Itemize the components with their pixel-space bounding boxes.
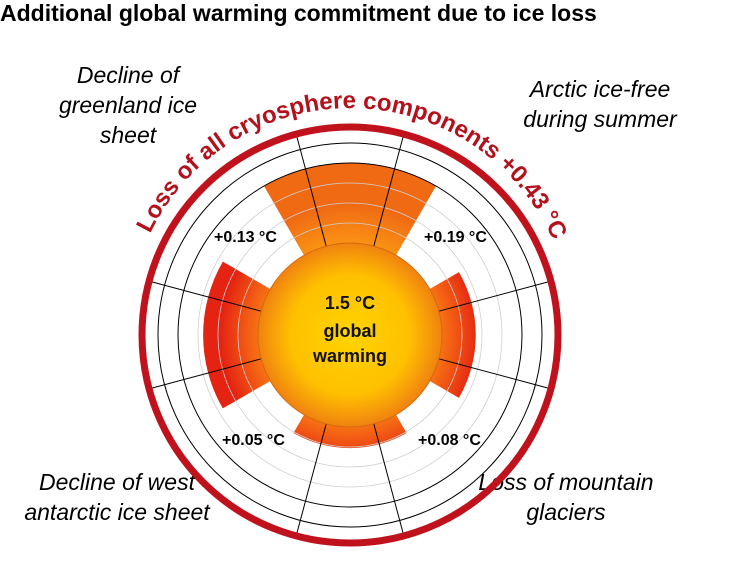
center-disc [257, 242, 443, 428]
grid-circle [217, 202, 483, 468]
sector-divider [295, 423, 327, 537]
wedge-greenland [203, 261, 273, 409]
label-arctic-ice-free: Arctic ice-free during summer [523, 76, 677, 132]
label-west-antarctic-ice-sheet: Decline of west antarctic ice sheet [24, 469, 210, 525]
grid-circle [237, 222, 463, 448]
wedge-arctic [263, 162, 437, 258]
label-greenland-ice-sheet: Decline of greenland ice sheet [58, 62, 198, 148]
grid-circle [157, 142, 543, 528]
sector-divider [148, 280, 262, 312]
center-label-warming: warming [312, 346, 387, 366]
value-label-arctic: +0.19 °C [424, 229, 487, 246]
chart-title: Additional global warming commitment due… [0, 0, 597, 26]
outer-ring [138, 123, 562, 547]
grid-circle [197, 182, 503, 488]
value-label-west-antarctic: +0.05 °C [222, 432, 285, 449]
center-label-value: 1.5 °C [325, 293, 375, 313]
value-label-glaciers: +0.08 °C [418, 432, 481, 449]
value-label-greenland: +0.13 °C [214, 229, 277, 246]
sector-divider [438, 358, 552, 390]
grid-circle [177, 162, 523, 508]
sector-divider [438, 280, 552, 312]
sector-divider [373, 423, 405, 537]
center-label-global: global [324, 321, 377, 341]
polar-grid [148, 133, 552, 537]
sector-divider [295, 133, 327, 247]
sector-divider [148, 358, 262, 390]
sector-divider [373, 133, 405, 247]
wedge-glaciers [427, 272, 476, 398]
